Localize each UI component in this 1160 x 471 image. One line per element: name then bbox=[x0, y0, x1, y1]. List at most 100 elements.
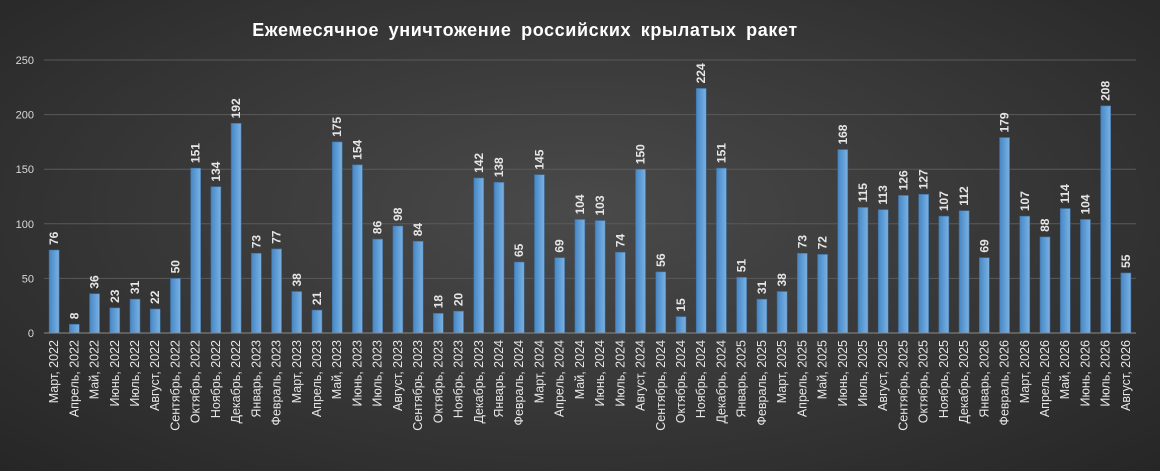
x-category-label: Июнь, 2025 bbox=[836, 340, 850, 407]
bar bbox=[918, 194, 929, 334]
data-label: 88 bbox=[1038, 218, 1052, 232]
bar bbox=[392, 225, 404, 334]
y-tick-label: 200 bbox=[16, 110, 34, 122]
gridlines bbox=[44, 59, 1136, 279]
x-category-label: Февраль, 2025 bbox=[755, 340, 769, 426]
data-label: 31 bbox=[128, 280, 142, 294]
data-label: 22 bbox=[148, 290, 162, 304]
bar bbox=[372, 238, 383, 334]
bar bbox=[271, 248, 282, 334]
data-label: 138 bbox=[492, 157, 506, 177]
data-label: 107 bbox=[1018, 191, 1032, 211]
x-category-label: Октябрь, 2022 bbox=[189, 340, 203, 423]
x-category-label: Апрель, 2022 bbox=[67, 340, 81, 417]
data-label: 114 bbox=[1058, 184, 1072, 204]
bar bbox=[635, 168, 646, 334]
data-label: 55 bbox=[1119, 254, 1133, 268]
data-label: 15 bbox=[674, 298, 688, 312]
data-label: 73 bbox=[249, 235, 263, 249]
x-category-label: Апрель, 2025 bbox=[795, 340, 809, 417]
x-category-label: Май, 2025 bbox=[816, 340, 830, 399]
chart-title: Ежемесячное уничтожение российских крыла… bbox=[252, 20, 797, 40]
bar bbox=[837, 149, 849, 334]
data-label: 73 bbox=[795, 235, 809, 249]
bar bbox=[1080, 219, 1091, 334]
x-category-label: Май, 2023 bbox=[330, 340, 344, 399]
y-tick-label: 0 bbox=[28, 328, 34, 340]
bar bbox=[89, 293, 100, 334]
data-label: 38 bbox=[290, 273, 304, 287]
bar bbox=[190, 167, 201, 334]
bar bbox=[554, 257, 565, 334]
y-tick-label: 100 bbox=[16, 219, 34, 231]
data-label: 179 bbox=[998, 112, 1012, 132]
x-category-label: Август, 2022 bbox=[148, 340, 162, 411]
bar bbox=[210, 186, 222, 334]
bar bbox=[412, 240, 424, 334]
bar bbox=[149, 308, 161, 334]
bar bbox=[1039, 236, 1051, 334]
x-category-label: Август, 2025 bbox=[876, 340, 890, 411]
bar bbox=[331, 141, 343, 334]
x-category-label: Декабрь, 2023 bbox=[472, 340, 486, 424]
x-category-label: Июнь, 2022 bbox=[108, 340, 122, 407]
data-label: 65 bbox=[512, 243, 526, 257]
bar bbox=[230, 123, 242, 334]
x-category-label: Май, 2024 bbox=[573, 340, 587, 399]
bar bbox=[129, 298, 141, 334]
x-category-label: Апрель, 2026 bbox=[1038, 340, 1052, 417]
bar bbox=[594, 220, 606, 334]
bar bbox=[1100, 105, 1111, 334]
x-category-label: Январь, 2026 bbox=[977, 340, 991, 418]
bar bbox=[776, 291, 788, 334]
x-category-label: Март, 2024 bbox=[532, 340, 546, 403]
y-tick-label: 250 bbox=[16, 55, 34, 67]
x-category-label: Январь, 2024 bbox=[492, 340, 506, 418]
data-label: 104 bbox=[573, 194, 587, 214]
data-label: 72 bbox=[816, 236, 830, 250]
bar bbox=[453, 310, 464, 334]
data-label: 76 bbox=[47, 231, 61, 245]
data-label: 84 bbox=[411, 223, 425, 237]
bar bbox=[48, 249, 60, 334]
bar bbox=[857, 207, 869, 334]
bar bbox=[69, 323, 80, 334]
data-label: 38 bbox=[775, 273, 789, 287]
bar bbox=[898, 195, 909, 334]
data-label: 23 bbox=[108, 289, 122, 303]
data-label: 69 bbox=[553, 239, 567, 253]
data-label: 142 bbox=[472, 153, 486, 173]
bar bbox=[1059, 208, 1071, 334]
bar bbox=[1019, 215, 1031, 334]
data-label: 127 bbox=[917, 169, 931, 189]
bar bbox=[109, 307, 121, 334]
data-label: 77 bbox=[270, 230, 284, 244]
x-category-label: Ноябрь, 2024 bbox=[694, 340, 708, 418]
bar bbox=[291, 291, 303, 334]
data-label: 18 bbox=[431, 295, 445, 309]
x-category-label: Июль, 2023 bbox=[371, 340, 385, 407]
x-category-label: Апрель, 2023 bbox=[310, 340, 324, 417]
data-label: 175 bbox=[330, 117, 344, 137]
data-label: 31 bbox=[755, 280, 769, 294]
x-category-label: Июнь, 2023 bbox=[350, 340, 364, 407]
bar bbox=[534, 174, 545, 334]
bar bbox=[170, 278, 181, 334]
x-category-label: Октябрь, 2024 bbox=[674, 340, 688, 423]
data-label: 134 bbox=[209, 161, 223, 181]
x-category-label: Июль, 2025 bbox=[856, 340, 870, 407]
data-label: 56 bbox=[654, 253, 668, 267]
data-label: 154 bbox=[350, 139, 364, 159]
bar bbox=[716, 167, 727, 334]
data-label: 36 bbox=[88, 275, 102, 289]
data-label: 115 bbox=[856, 183, 870, 203]
x-category-label: Ноябрь, 2025 bbox=[937, 340, 951, 418]
bar bbox=[979, 257, 990, 334]
bar bbox=[797, 252, 808, 334]
x-category-label: Февраль, 2024 bbox=[512, 340, 526, 426]
data-label: 126 bbox=[896, 170, 910, 190]
x-category-label: Сентябрь, 2025 bbox=[896, 340, 910, 431]
bar bbox=[877, 209, 889, 334]
data-label: 151 bbox=[189, 143, 203, 163]
x-category-label: Декабрь, 2022 bbox=[229, 340, 243, 424]
